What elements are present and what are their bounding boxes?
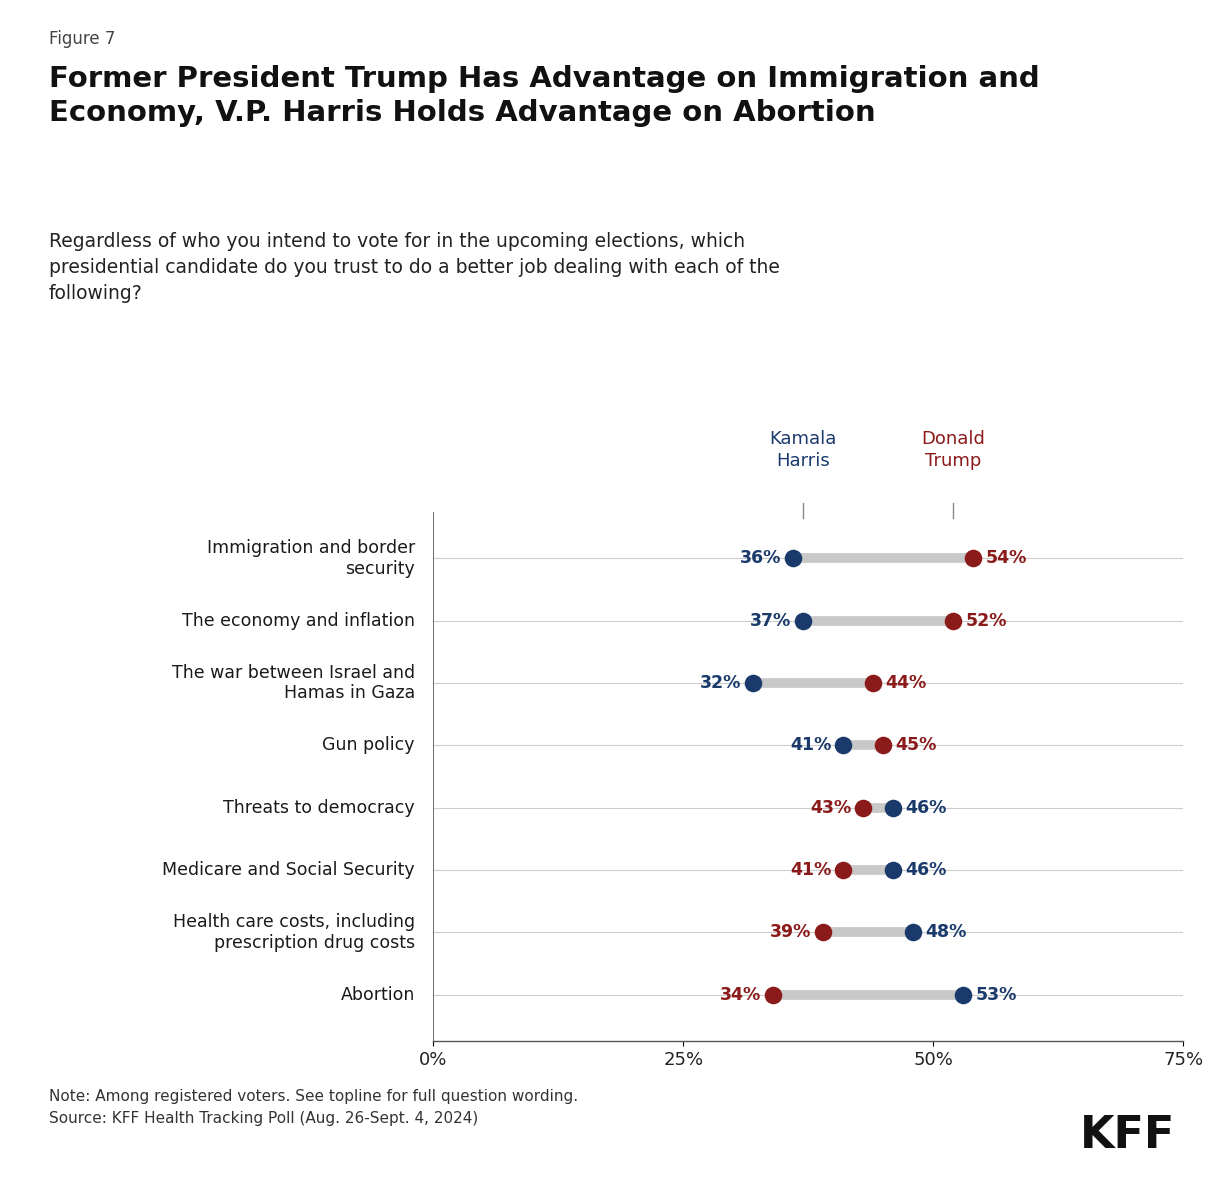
Text: The war between Israel and
Hamas in Gaza: The war between Israel and Hamas in Gaza	[172, 664, 415, 702]
Text: 45%: 45%	[895, 737, 937, 754]
Point	[743, 674, 762, 693]
Text: 54%: 54%	[986, 550, 1027, 568]
Text: 44%: 44%	[886, 674, 926, 693]
Text: 41%: 41%	[789, 737, 831, 754]
Text: 46%: 46%	[905, 798, 947, 816]
Text: Threats to democracy: Threats to democracy	[223, 798, 415, 816]
Text: 41%: 41%	[789, 860, 831, 879]
Text: 39%: 39%	[770, 923, 811, 941]
Point	[854, 798, 874, 818]
Text: Abortion: Abortion	[340, 985, 415, 1003]
Point	[764, 985, 783, 1004]
Point	[783, 549, 803, 568]
Point	[833, 860, 853, 879]
Text: 37%: 37%	[750, 612, 792, 630]
Text: KFF: KFF	[1080, 1114, 1175, 1157]
Text: Note: Among registered voters. See topline for full question wording.
Source: KF: Note: Among registered voters. See topli…	[49, 1089, 578, 1126]
Point	[954, 985, 974, 1004]
Text: Former President Trump Has Advantage on Immigration and
Economy, V.P. Harris Hol: Former President Trump Has Advantage on …	[49, 65, 1039, 127]
Text: 32%: 32%	[700, 674, 742, 693]
Text: The economy and inflation: The economy and inflation	[182, 612, 415, 630]
Text: Kamala
Harris: Kamala Harris	[770, 430, 837, 470]
Text: 53%: 53%	[975, 985, 1016, 1003]
Text: Medicare and Social Security: Medicare and Social Security	[162, 860, 415, 879]
Point	[883, 860, 903, 879]
Point	[793, 612, 813, 631]
Point	[874, 735, 893, 754]
Point	[864, 674, 883, 693]
Text: Health care costs, including
prescription drug costs: Health care costs, including prescriptio…	[173, 913, 415, 952]
Text: Gun policy: Gun policy	[322, 737, 415, 754]
Point	[814, 922, 833, 941]
Point	[943, 612, 963, 631]
Point	[833, 735, 853, 754]
Text: Immigration and border
security: Immigration and border security	[206, 539, 415, 578]
Text: 34%: 34%	[720, 985, 761, 1003]
Text: 52%: 52%	[965, 612, 1006, 630]
Text: Donald
Trump: Donald Trump	[921, 430, 986, 470]
Text: Regardless of who you intend to vote for in the upcoming elections, which
presid: Regardless of who you intend to vote for…	[49, 232, 780, 302]
Point	[904, 922, 924, 941]
Text: Figure 7: Figure 7	[49, 30, 115, 48]
Text: 48%: 48%	[925, 923, 966, 941]
Point	[883, 798, 903, 818]
Point	[964, 549, 983, 568]
Text: 36%: 36%	[739, 550, 781, 568]
Text: 46%: 46%	[905, 860, 947, 879]
Text: 43%: 43%	[810, 798, 852, 816]
